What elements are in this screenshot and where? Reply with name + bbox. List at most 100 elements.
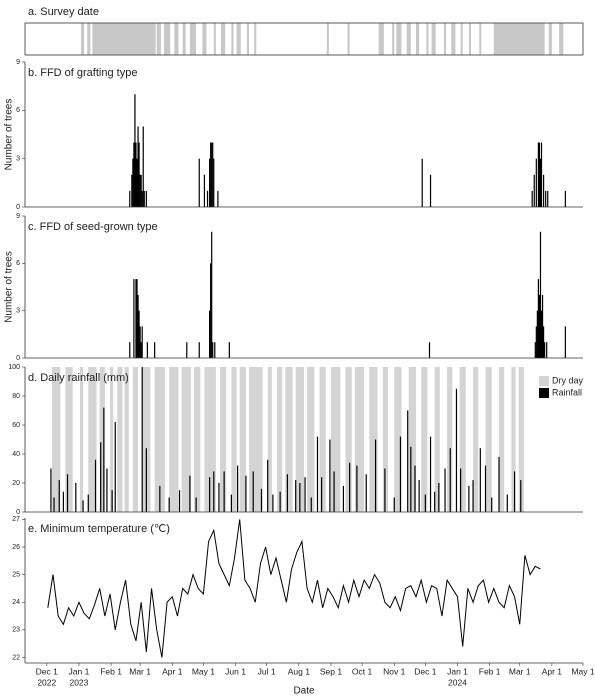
bar <box>491 497 493 512</box>
dry-day-span <box>295 367 304 512</box>
bar <box>213 471 215 512</box>
bar <box>141 367 143 512</box>
bar <box>211 142 213 207</box>
bar <box>217 190 219 207</box>
bar <box>538 142 541 207</box>
bar <box>87 494 89 512</box>
bar <box>540 310 543 358</box>
survey-span <box>254 23 257 55</box>
dry-day-span <box>110 367 114 512</box>
bar <box>230 494 232 512</box>
bar <box>50 468 52 512</box>
bar <box>145 448 147 512</box>
x-tick-label: Jun 1 <box>225 666 246 676</box>
survey-span <box>326 23 329 55</box>
bar <box>429 436 432 512</box>
panel-title: d. Daily rainfall (mm) <box>28 372 129 384</box>
bar <box>267 459 269 512</box>
bar <box>349 462 351 512</box>
bar <box>178 490 181 512</box>
y-tick-label: 6 <box>16 260 20 267</box>
dry-day-span <box>382 367 389 512</box>
bar <box>316 436 319 512</box>
bar <box>214 342 216 358</box>
y-tick-label: 9 <box>16 59 20 66</box>
y-tick-label: 22 <box>12 654 20 661</box>
survey-span <box>444 23 447 55</box>
dry-day-span <box>447 367 453 512</box>
dry-day-span <box>394 367 402 512</box>
bar <box>139 174 141 207</box>
y-tick-label: 0 <box>16 509 20 516</box>
dry-day-span <box>249 367 263 512</box>
dry-day-span <box>421 367 428 512</box>
bar <box>154 342 156 358</box>
survey-span <box>406 23 411 55</box>
panel-title: e. Minimum temperature (℃) <box>28 523 170 535</box>
survey-span <box>431 23 436 55</box>
bar <box>142 126 144 207</box>
dry-day-span <box>285 367 293 512</box>
dry-day-span <box>518 367 524 512</box>
bar <box>209 158 211 207</box>
bar <box>468 485 470 512</box>
dry-day-span <box>459 367 466 512</box>
bar <box>564 326 566 358</box>
x-axis-title: Date <box>293 686 315 697</box>
dry-day-span <box>181 367 191 512</box>
bar <box>538 294 541 358</box>
bar <box>365 474 367 512</box>
panel-title: c. FFD of seed-grown type <box>28 221 158 233</box>
panel-frame <box>24 22 584 56</box>
bar <box>356 465 358 512</box>
dry-day-span <box>485 367 492 512</box>
bar <box>66 474 69 512</box>
panel-title: a. Survey date <box>28 6 99 18</box>
dry-day-span <box>79 367 84 512</box>
survey-span <box>189 23 197 55</box>
bar <box>545 190 547 207</box>
bar <box>145 190 147 207</box>
survey-span <box>392 23 395 55</box>
bar <box>198 158 200 207</box>
bar <box>272 494 274 512</box>
legend-swatch <box>539 376 549 386</box>
bar <box>542 326 545 358</box>
survey-span <box>426 23 429 55</box>
bar <box>384 468 386 512</box>
dry-day-span <box>194 367 201 512</box>
bar <box>304 477 306 512</box>
bar <box>399 436 402 512</box>
y-tick-label: 3 <box>16 308 20 315</box>
bar <box>414 465 416 512</box>
x-tick-label: Apr 1 <box>542 666 563 676</box>
bar <box>210 263 212 358</box>
bar <box>198 342 200 358</box>
x-year-label: 2024 <box>448 677 467 687</box>
bar <box>137 126 139 207</box>
bar <box>134 94 136 207</box>
y-tick-label: 23 <box>12 627 20 634</box>
y-tick-label: 0 <box>16 355 20 362</box>
bar <box>143 190 145 207</box>
bar <box>138 310 140 358</box>
bar <box>218 483 220 512</box>
bar <box>212 342 214 358</box>
dry-day-span <box>408 367 417 512</box>
bar <box>535 158 537 207</box>
bar <box>140 342 142 358</box>
bar <box>533 174 535 207</box>
bar <box>424 494 426 512</box>
dry-day-span <box>369 367 378 512</box>
bar <box>186 342 188 358</box>
bar <box>286 474 289 512</box>
bar <box>135 279 137 358</box>
survey-span <box>378 23 384 55</box>
bar <box>421 158 423 207</box>
legend-label: Rainfall <box>552 387 582 397</box>
bar <box>434 491 436 512</box>
bar <box>542 174 545 207</box>
bar <box>536 310 538 358</box>
x-tick-label: Apr 1 <box>162 666 183 676</box>
bar <box>506 494 508 512</box>
